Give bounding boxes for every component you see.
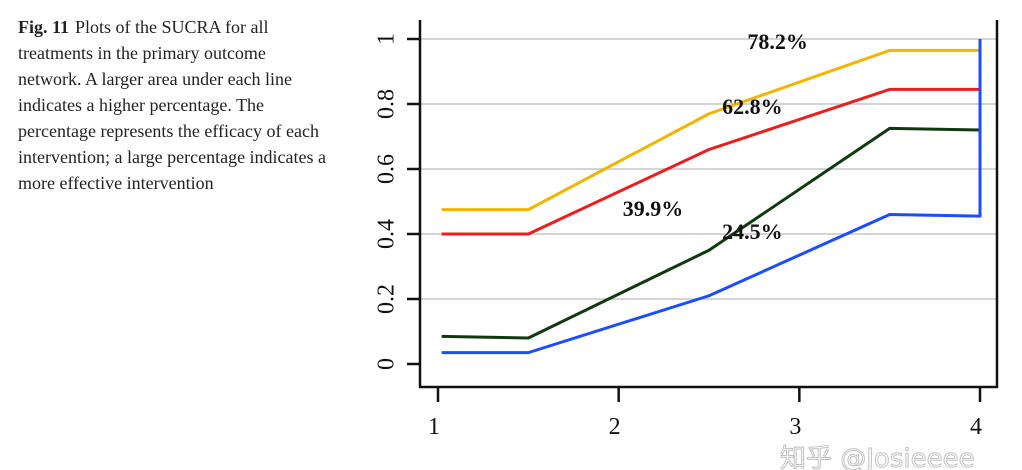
x-tick-label: 4 (970, 414, 982, 440)
series-line-0 (441, 48, 980, 212)
series-data-label: 78.2% (747, 29, 808, 54)
y-tick-label: 0.4 (374, 219, 400, 249)
y-tick-label: 1 (374, 33, 400, 45)
series-data-label: 39.9% (623, 196, 684, 221)
series-data-label: 24.5% (722, 219, 783, 244)
x-tick-label: 3 (789, 414, 801, 440)
series-line-3 (441, 39, 982, 355)
x-tick-label: 2 (609, 414, 621, 440)
figure-caption-text: Plots of the SUCRA for all treatments in… (18, 17, 327, 193)
x-tick-label: 1 (428, 414, 440, 440)
watermark: 知乎 @Josieeee (780, 444, 975, 470)
y-tick-label: 0 (374, 358, 400, 370)
figure-caption: Fig. 11 Plots of the SUCRA for all treatm… (18, 14, 328, 196)
series-line-1 (441, 87, 980, 236)
series-line-2 (441, 126, 981, 340)
y-tick-label: 0.8 (374, 89, 400, 119)
figure-label: Fig. 11 (18, 17, 70, 37)
y-tick-label: 0.2 (374, 284, 400, 314)
y-tick-label: 0.6 (374, 154, 400, 184)
plot-frame (418, 20, 999, 389)
series-data-label: 62.8% (722, 94, 783, 119)
